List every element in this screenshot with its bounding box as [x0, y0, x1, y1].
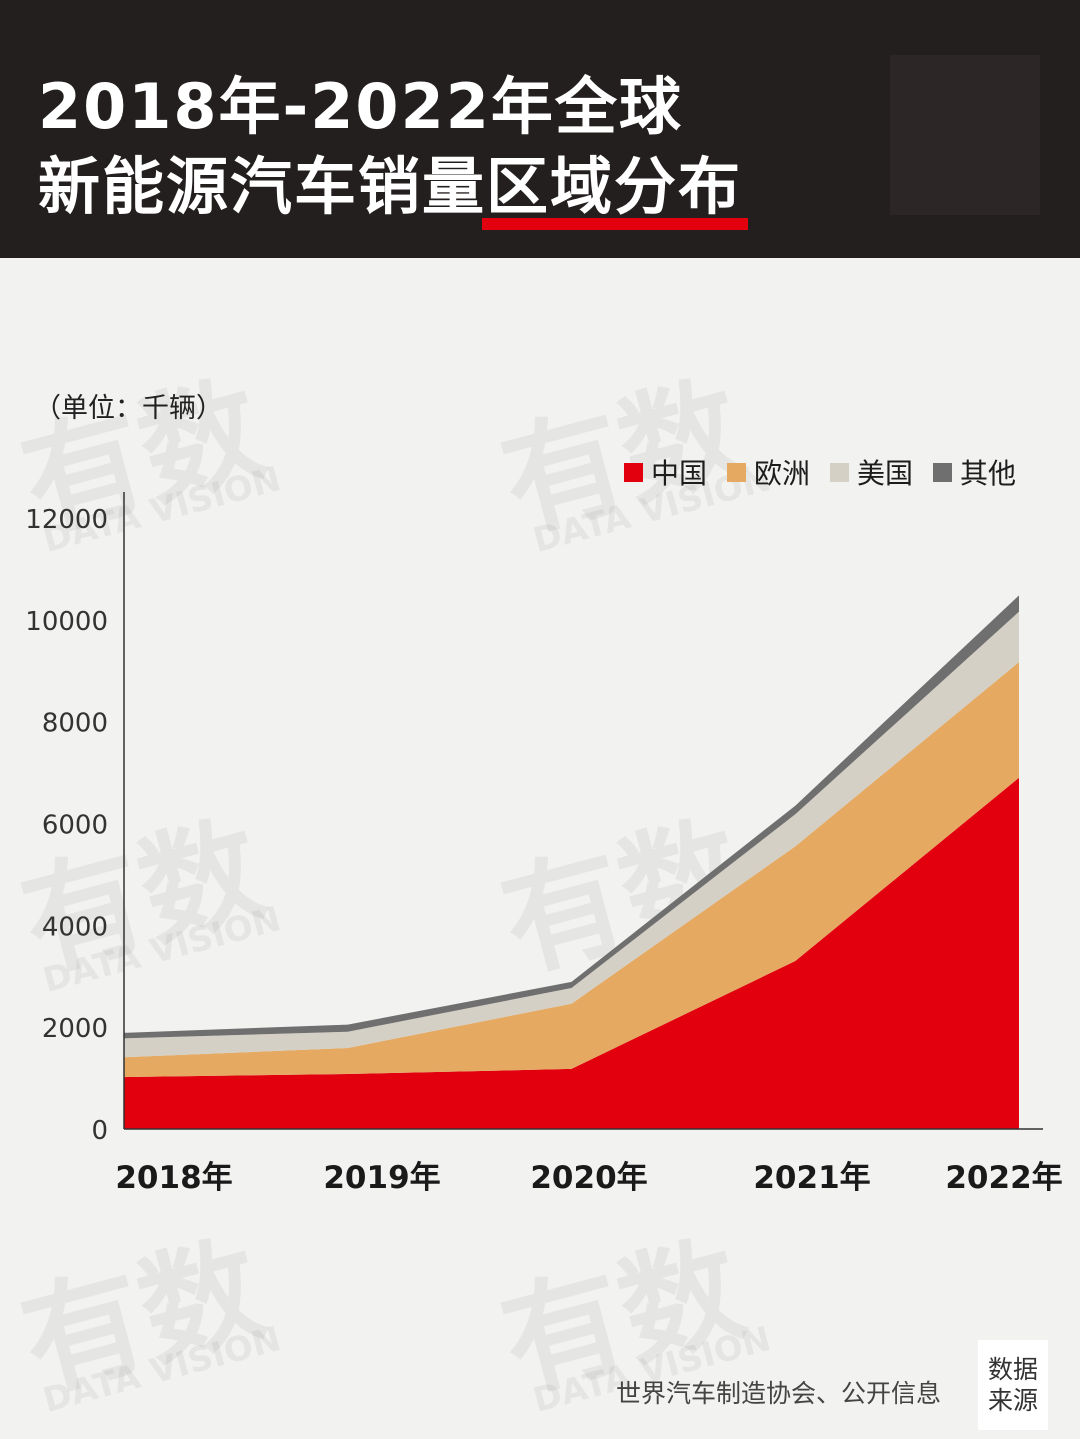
y-tick-label: 4000 [42, 912, 108, 942]
y-tick-label: 8000 [42, 709, 108, 739]
title-prefix: 新能源汽车销量 [38, 150, 487, 223]
area-chart: 0 2000 4000 6000 8000 10000 12000 2018年 2019年 202… [25, 492, 1063, 1196]
legend-swatch-china [623, 462, 643, 482]
area-series-china [124, 777, 1019, 1129]
y-tick-label: 0 [91, 1116, 108, 1146]
source-text: 世界汽车制造协会、公开信息 [616, 1379, 942, 1408]
title-line-1: 2018年-2022年全球 [38, 70, 683, 143]
legend-label-europe: 欧洲 [753, 457, 810, 490]
x-tick-label: 2018年 [115, 1160, 232, 1196]
legend-label-other: 其他 [959, 457, 1016, 490]
legend-swatch-europe [726, 462, 746, 482]
y-tick-label: 10000 [25, 607, 108, 637]
legend-label-china: 中国 [650, 457, 707, 490]
legend-item-china: 中国 [623, 452, 707, 492]
legend-item-other: 其他 [932, 452, 1016, 492]
watermark-en: DATA VISION [38, 1319, 286, 1421]
source-tag: 数据 来源 [978, 1340, 1048, 1430]
header-decoration [890, 55, 1040, 215]
legend-swatch-usa [829, 462, 849, 482]
legend-swatch-other [932, 462, 952, 482]
x-tick-label: 2022年 [945, 1160, 1062, 1196]
title-line-2: 新能源汽车销量区域分布 [38, 150, 749, 230]
y-tick-label: 2000 [42, 1014, 108, 1044]
x-tick-label: 2019年 [323, 1160, 440, 1196]
area-series-europe [124, 662, 1019, 1078]
source-tag-line1: 数据 [987, 1355, 1038, 1384]
y-tick-label: 12000 [25, 505, 108, 535]
unit-label: （单位：千辆） [34, 393, 223, 424]
x-tick-label: 2020年 [530, 1160, 647, 1196]
chart-legend: 中国 欧洲 美国 其他 [623, 452, 1016, 492]
x-tick-label: 2021年 [753, 1160, 870, 1196]
source-tag-line2: 来源 [987, 1386, 1038, 1415]
y-tick-label: 6000 [42, 811, 108, 841]
legend-label-usa: 美国 [856, 457, 913, 490]
title-highlight: 区域分布 [482, 150, 749, 230]
legend-item-usa: 美国 [829, 452, 913, 492]
header-banner: 2018年-2022年全球 新能源汽车销量区域分布 [0, 0, 1080, 258]
legend-item-europe: 欧洲 [726, 452, 810, 492]
